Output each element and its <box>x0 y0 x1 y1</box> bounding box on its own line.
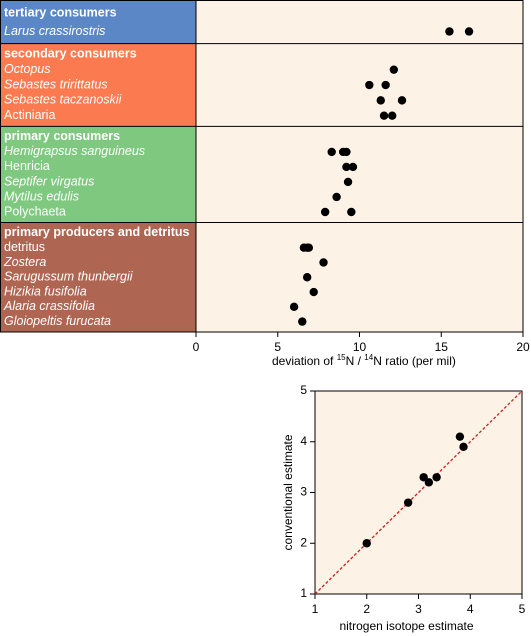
species-label-polychaeta: Polychaeta <box>4 204 66 218</box>
x-tick-label: 2 <box>363 602 370 616</box>
group-label-tertiary-consumers: tertiary consumers <box>4 5 117 19</box>
x-tick-label: 5 <box>519 602 526 616</box>
data-point-5 <box>432 473 441 482</box>
y-tick-label: 2 <box>300 535 307 549</box>
species-label-zostera: Zostera <box>3 255 46 269</box>
x-tick-label: 4 <box>467 602 474 616</box>
x-tick-label: 15 <box>435 340 449 354</box>
group-band-primary-consumers <box>0 126 196 223</box>
data-point-larus-crassirostris-1 <box>445 27 454 36</box>
species-label-larus-crassirostris: Larus crassirostris <box>4 24 105 38</box>
data-point-sebastes-taczanoskii-1 <box>376 96 385 105</box>
data-point-hizikia-fusifolia-1 <box>309 287 318 297</box>
data-point-hemigrapsus-sanguineus-3 <box>342 147 351 157</box>
data-point-sebastes-tririttatus-2 <box>381 80 390 90</box>
data-point-2 <box>403 498 413 507</box>
species-label-sebastes-tririttatus: Sebastes tririttatus <box>4 77 108 91</box>
species-label-detritus: detritus <box>4 240 45 254</box>
group-band-secondary-consumers <box>0 43 196 127</box>
data-point-larus-crassirostris-2 <box>464 27 474 36</box>
species-label-gloiopeltis-furucata: Gloiopeltis furucata <box>4 314 111 328</box>
data-point-sebastes-taczanoskii-2 <box>397 96 407 105</box>
y-tick-label: 4 <box>300 434 307 448</box>
species-label-henricia: Henricia <box>4 159 50 173</box>
group-band-tertiary-consumers <box>0 1 196 44</box>
data-point-henricia-1 <box>342 162 351 172</box>
group-band-primary-producers-and-detritus <box>0 222 196 332</box>
group-label-primary-consumers: primary consumers <box>4 129 120 143</box>
plot-frame <box>0 0 524 333</box>
x-axis-label: deviation of 15N / 14N ratio (per mil) <box>272 353 456 368</box>
trophic-level-chart: tertiary consumers Larus crassirostris sec… <box>0 0 530 368</box>
species-label-alaria-crassifolia: Alaria crassifolia <box>3 299 95 313</box>
x-tick-label: 10 <box>353 340 367 354</box>
data-point-polychaeta-1 <box>320 207 330 217</box>
data-point-4 <box>424 478 434 487</box>
x-tick-label: 3 <box>415 602 422 616</box>
group-label-secondary-consumers: secondary consumers <box>4 47 137 61</box>
x-axis-label-part: N ratio (per mil) <box>373 354 456 368</box>
data-point-detritus-3 <box>304 243 314 252</box>
data-point-mytilus-edulis-1 <box>332 192 341 202</box>
data-point-octopus-1 <box>389 65 399 74</box>
x-tick-label: 0 <box>193 340 200 354</box>
data-point-hemigrapsus-sanguineus-1 <box>327 147 336 157</box>
data-point-3 <box>419 473 428 482</box>
species-label-hemigrapsus-sanguineus: Hemigrapsus sanguineus <box>4 144 145 158</box>
y-tick-label: 1 <box>300 586 307 600</box>
data-point-actiniaria-1 <box>379 111 389 120</box>
data-point-1 <box>362 539 371 548</box>
species-label-actiniaria: Actiniaria <box>4 108 55 122</box>
data-point-zostera-1 <box>319 258 328 267</box>
x-axis-label-part: deviation of <box>272 354 337 368</box>
species-label-octopus: Octopus <box>4 62 51 76</box>
plot-background <box>196 0 523 332</box>
data-point-alaria-crassifolia-1 <box>289 302 299 312</box>
species-label-sarugussum-thunbergii: Sarugussum thunbergii <box>4 270 134 284</box>
x-tick-label: 20 <box>516 340 530 354</box>
species-label-mytilus-edulis: Mytilus edulis <box>4 189 79 203</box>
species-label-septifer-virgatus: Septifer virgatus <box>4 174 94 188</box>
y-tick-label: 5 <box>300 383 307 397</box>
data-point-7 <box>459 442 468 452</box>
species-label-sebastes-taczanoskii: Sebastes taczanoskii <box>4 93 123 107</box>
species-label-hizikia-fusifolia: Hizikia fusifolia <box>4 284 87 298</box>
y-tick-label: 3 <box>300 485 307 499</box>
data-point-actiniaria-2 <box>388 111 397 120</box>
x-axis-label-part: 14 <box>364 353 373 362</box>
x-axis-label: nitrogen isotope estimate <box>339 619 473 633</box>
identity-line <box>314 390 523 595</box>
data-point-septifer-virgatus-1 <box>343 177 353 187</box>
x-tick-label: 1 <box>312 602 319 616</box>
x-axis-label-part: 15 <box>337 353 346 362</box>
x-axis-label-part: N / <box>346 354 365 368</box>
y-axis-label: conventional estimate <box>281 434 295 550</box>
x-tick-label: 5 <box>274 340 281 354</box>
data-point-henricia-2 <box>348 162 358 172</box>
estimate-comparison-chart: 1 2 3 4 5 1 2 3 4 5 nitrogen isotope estimate conve… <box>281 383 526 633</box>
data-point-sarugussum-thunbergii-1 <box>302 273 312 282</box>
group-label-primary-producers-and-detritus: primary producers and detritus <box>4 225 190 239</box>
data-point-gloiopeltis-furucata-1 <box>298 317 307 326</box>
data-point-sebastes-tririttatus-1 <box>365 80 374 90</box>
data-point-6 <box>455 432 465 441</box>
data-point-polychaeta-2 <box>347 207 356 217</box>
